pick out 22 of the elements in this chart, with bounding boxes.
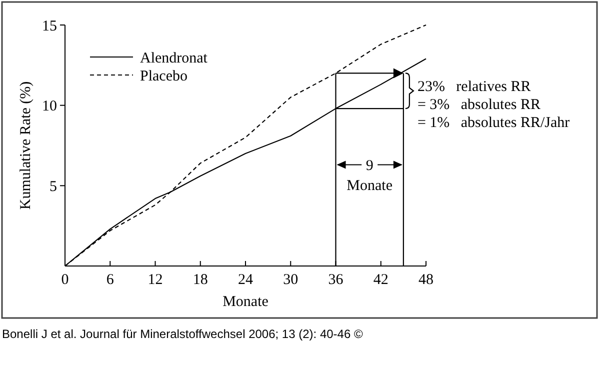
annotation: 23% relatives RR xyxy=(417,79,531,96)
x-tick-label: 42 xyxy=(373,272,388,288)
annotation: = 3% absolutes RR xyxy=(417,97,540,114)
x-axis-title: Monate xyxy=(222,294,269,310)
y-axis-title: Kumulative Rate (%) xyxy=(18,81,34,210)
y-tick-label: 5 xyxy=(50,178,57,195)
x-tick-label: 6 xyxy=(106,272,114,288)
x-tick-label: 0 xyxy=(61,272,69,288)
annotation: Monate xyxy=(346,178,393,194)
x-tick-label: 18 xyxy=(192,272,208,288)
x-tick-label: 48 xyxy=(418,272,434,288)
legend-label: Placebo xyxy=(140,68,188,84)
legend-label: Alendronat xyxy=(140,50,208,66)
x-tick-label: 30 xyxy=(283,272,298,288)
y-tick-label: 10 xyxy=(42,98,57,115)
x-tick-label: 12 xyxy=(148,272,163,288)
text: Bonelli J et al. Journal für Mineralstoffwechsel 2006; 13 (2): 40-46 © xyxy=(2,327,363,341)
y-tick-label: 15 xyxy=(42,18,57,34)
x-tick-label: 24 xyxy=(238,272,254,288)
annotation: = 1% absolutes RR/Jahr xyxy=(417,115,570,132)
x-tick-label: 36 xyxy=(328,272,344,288)
annotation: 9 xyxy=(366,158,374,174)
